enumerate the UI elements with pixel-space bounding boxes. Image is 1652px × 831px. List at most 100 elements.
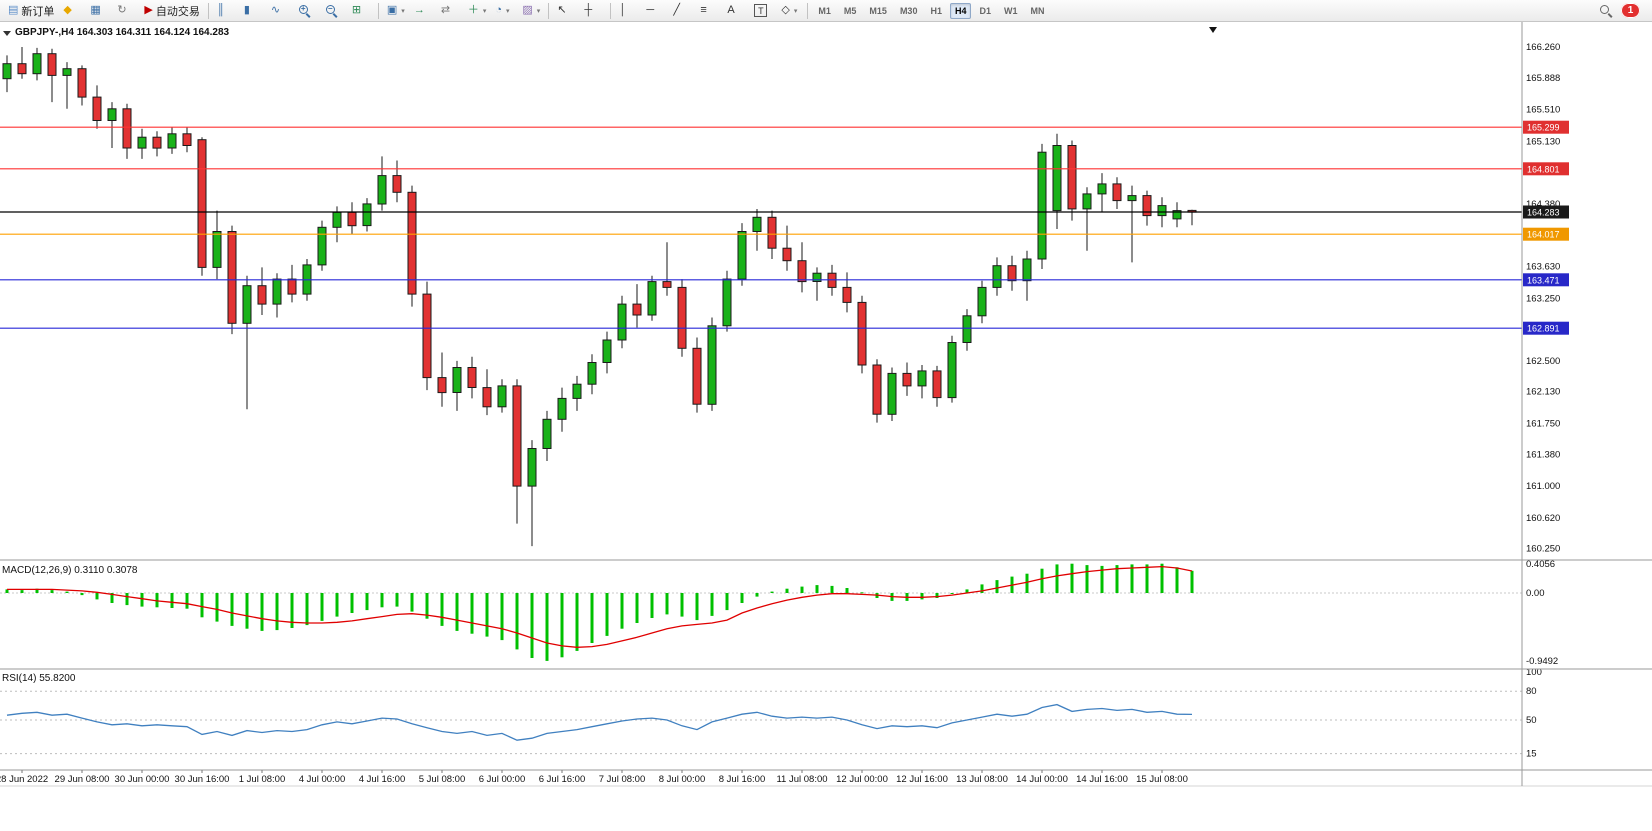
hline-164.801[interactable]: 164.801 — [0, 162, 1569, 176]
autotrading-button[interactable]: ▶ 自动交易 — [144, 4, 200, 18]
rsi-level-lines — [0, 690, 1522, 755]
panel-separators[interactable] — [0, 22, 1652, 787]
chart-shift-marker[interactable] — [1209, 27, 1217, 33]
new-order-button[interactable]: ▤ 新订单 — [8, 4, 55, 18]
toolbar-separator — [807, 2, 809, 19]
bar-chart-icon[interactable]: ║ — [216, 4, 225, 16]
symbol-search-icon[interactable] — [1599, 4, 1613, 18]
line-chart-icon[interactable]: ∿ — [270, 4, 281, 16]
timeframe-h4[interactable]: H4 — [949, 2, 972, 19]
timeframe-m15[interactable]: M15 — [869, 5, 887, 16]
hline-163.471[interactable]: 163.471 — [0, 273, 1569, 287]
svg-text:161.750: 161.750 — [1526, 419, 1560, 430]
svg-text:15: 15 — [1526, 749, 1537, 760]
market-watch-icon[interactable]: ▦ — [90, 4, 101, 16]
svg-text:15 Jul 08:00: 15 Jul 08:00 — [1136, 774, 1188, 785]
price-badge — [1523, 162, 1569, 176]
timeframe-m1[interactable]: M1 — [818, 5, 831, 16]
hline-164.017[interactable]: 164.017 — [0, 227, 1569, 241]
hline-165.299[interactable]: 165.299 — [0, 120, 1569, 134]
price-badge — [1523, 273, 1569, 287]
indicators-icon[interactable]: ＋ ▾ — [467, 4, 487, 16]
svg-text:165.888: 165.888 — [1526, 73, 1560, 84]
svg-text:165.130: 165.130 — [1526, 136, 1560, 147]
vertical-line-icon[interactable]: │ — [619, 4, 627, 16]
text-label-icon[interactable]: T — [750, 0, 776, 21]
main-chart-canvas[interactable]: 166.260165.888165.510165.130164.760164.3… — [0, 22, 1652, 831]
svg-text:13 Jul 08:00: 13 Jul 08:00 — [956, 774, 1008, 785]
cursor-icon[interactable]: ↖ — [557, 4, 567, 16]
svg-text:161.000: 161.000 — [1526, 481, 1560, 492]
candlestick-icon[interactable]: ▮ — [243, 4, 250, 16]
hline-162.891[interactable]: 162.891 — [0, 321, 1569, 335]
horizontal-line-icon[interactable]: ─ — [646, 4, 655, 16]
tile-windows-icon[interactable]: ⊞ — [351, 4, 362, 16]
rsi-axis-labels: 100 80 50 15 — [1526, 667, 1542, 760]
zoom-out-icon[interactable]: − — [321, 0, 347, 21]
text-icon[interactable]: A — [727, 4, 735, 16]
one-click-trading-toggle[interactable] — [3, 31, 11, 36]
chart-shift-icon[interactable]: ⇄ — [440, 4, 451, 16]
svg-text:29 Jun 08:00: 29 Jun 08:00 — [55, 774, 110, 785]
new-chart-icon[interactable]: ▣ ▾ — [386, 4, 405, 16]
toolbar-right-group: 1 — [1599, 3, 1648, 18]
svg-text:7 Jul 08:00: 7 Jul 08:00 — [599, 774, 645, 785]
auto-scroll-icon[interactable]: → — [413, 4, 425, 16]
svg-text:160.250: 160.250 — [1526, 544, 1560, 555]
metaeditor-icon[interactable]: ◆ — [63, 4, 72, 16]
toolbar-separator — [207, 2, 209, 19]
svg-text:163.250: 163.250 — [1526, 293, 1560, 304]
svg-text:162.130: 162.130 — [1526, 387, 1560, 398]
crosshair-icon[interactable]: ┼ — [584, 4, 593, 16]
trendline-icon[interactable]: ╱ — [673, 4, 681, 16]
templates-icon[interactable]: ▨ ▾ — [522, 4, 541, 16]
timeframe-d1[interactable]: D1 — [979, 5, 991, 16]
price-badge — [1523, 321, 1569, 335]
svg-text:12 Jul 00:00: 12 Jul 00:00 — [836, 774, 888, 785]
svg-text:30 Jun 00:00: 30 Jun 00:00 — [115, 774, 170, 785]
toolbar: ▤ 新订单 ◆ ▦ ↻ ▶ 自动交易 ║ ▮ ∿ + − ⊞ ▣ ▾ → ⇄ ＋ ▾ ◔ ▾ ▨ ▾ ↖ ┼ │ ─ ╱ ≡ A T ◇ ▾ M1… — [0, 0, 1652, 22]
timeframe-w1[interactable]: W1 — [1004, 5, 1018, 16]
svg-text:30 Jun 16:00: 30 Jun 16:00 — [175, 774, 230, 785]
periods-icon[interactable]: ◔ ▾ — [495, 4, 510, 16]
fibonacci-icon[interactable]: ≡ — [700, 4, 707, 16]
toolbar-separator — [377, 2, 379, 19]
price-badge — [1523, 120, 1569, 134]
svg-text:164.017: 164.017 — [1527, 230, 1560, 240]
timeframe-m30[interactable]: M30 — [899, 5, 918, 16]
rsi-indicator-label: RSI(14) 55.8200 — [2, 673, 76, 684]
svg-text:14 Jul 16:00: 14 Jul 16:00 — [1076, 774, 1128, 785]
svg-text:0.4056: 0.4056 — [1526, 559, 1555, 570]
macd-histogram-layer — [5, 563, 1194, 661]
svg-text:163.630: 163.630 — [1526, 262, 1560, 273]
svg-text:160.620: 160.620 — [1526, 513, 1560, 524]
zoom-in-icon[interactable]: + — [294, 0, 320, 21]
shapes-icon[interactable]: ◇ ▾ — [781, 4, 798, 16]
hline-164.283[interactable]: 164.283 — [0, 205, 1569, 219]
candlesticks-layer — [2, 47, 1197, 547]
svg-text:4 Jul 00:00: 4 Jul 00:00 — [299, 774, 345, 785]
svg-text:100: 100 — [1526, 667, 1542, 678]
macd-indicator-label: MACD(12,26,9) 0.3110 0.3078 — [2, 565, 138, 576]
svg-text:162.500: 162.500 — [1526, 356, 1560, 367]
price-badge — [1523, 205, 1569, 219]
time-axis: 28 Jun 2022 29 Jun 08:00 30 Jun 00:00 30 Ju… — [0, 770, 1188, 785]
svg-text:80: 80 — [1526, 686, 1537, 697]
svg-text:-0.9492: -0.9492 — [1526, 656, 1558, 667]
timeframe-mn[interactable]: MN — [1030, 5, 1045, 16]
svg-text:165.510: 165.510 — [1526, 105, 1560, 116]
price-badge — [1523, 227, 1569, 241]
macd-axis-labels: 0.4056 0.00 -0.9492 — [1526, 559, 1558, 667]
timeframe-m5[interactable]: M5 — [843, 5, 857, 16]
svg-text:166.260: 166.260 — [1526, 42, 1560, 53]
timeframe-h1[interactable]: H1 — [930, 5, 942, 16]
notifications-badge[interactable]: 1 — [1621, 3, 1640, 18]
svg-text:5 Jul 08:00: 5 Jul 08:00 — [419, 774, 465, 785]
svg-text:6 Jul 00:00: 6 Jul 00:00 — [479, 774, 525, 785]
svg-text:164.283: 164.283 — [1527, 208, 1560, 218]
svg-text:50: 50 — [1526, 715, 1537, 726]
svg-text:4 Jul 16:00: 4 Jul 16:00 — [359, 774, 405, 785]
refresh-icon[interactable]: ↻ — [117, 4, 127, 16]
svg-text:8 Jul 16:00: 8 Jul 16:00 — [719, 774, 765, 785]
svg-text:165.299: 165.299 — [1527, 123, 1560, 133]
